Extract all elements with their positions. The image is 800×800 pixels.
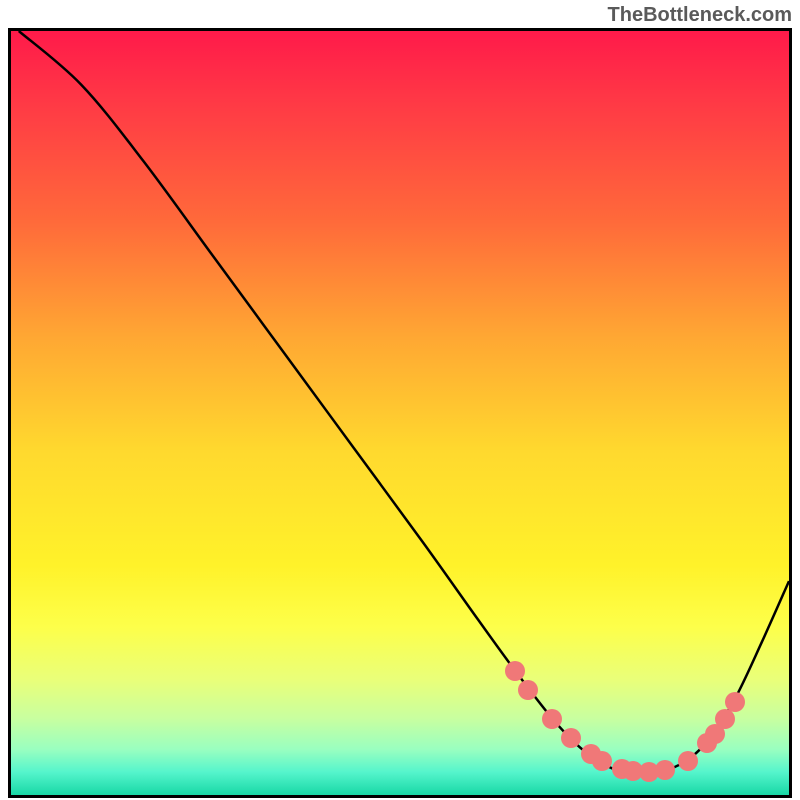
data-point [725,692,745,712]
watermark-text: TheBottleneck.com [608,4,792,27]
data-point [561,728,581,748]
curve-layer [11,31,789,795]
chart-area [8,28,792,798]
bottleneck-curve [19,31,789,774]
data-point [505,661,525,681]
data-point [655,760,675,780]
data-point [592,751,612,771]
chart-container: TheBottleneck.com [0,0,800,800]
data-point [542,709,562,729]
data-point [518,680,538,700]
data-point [678,751,698,771]
